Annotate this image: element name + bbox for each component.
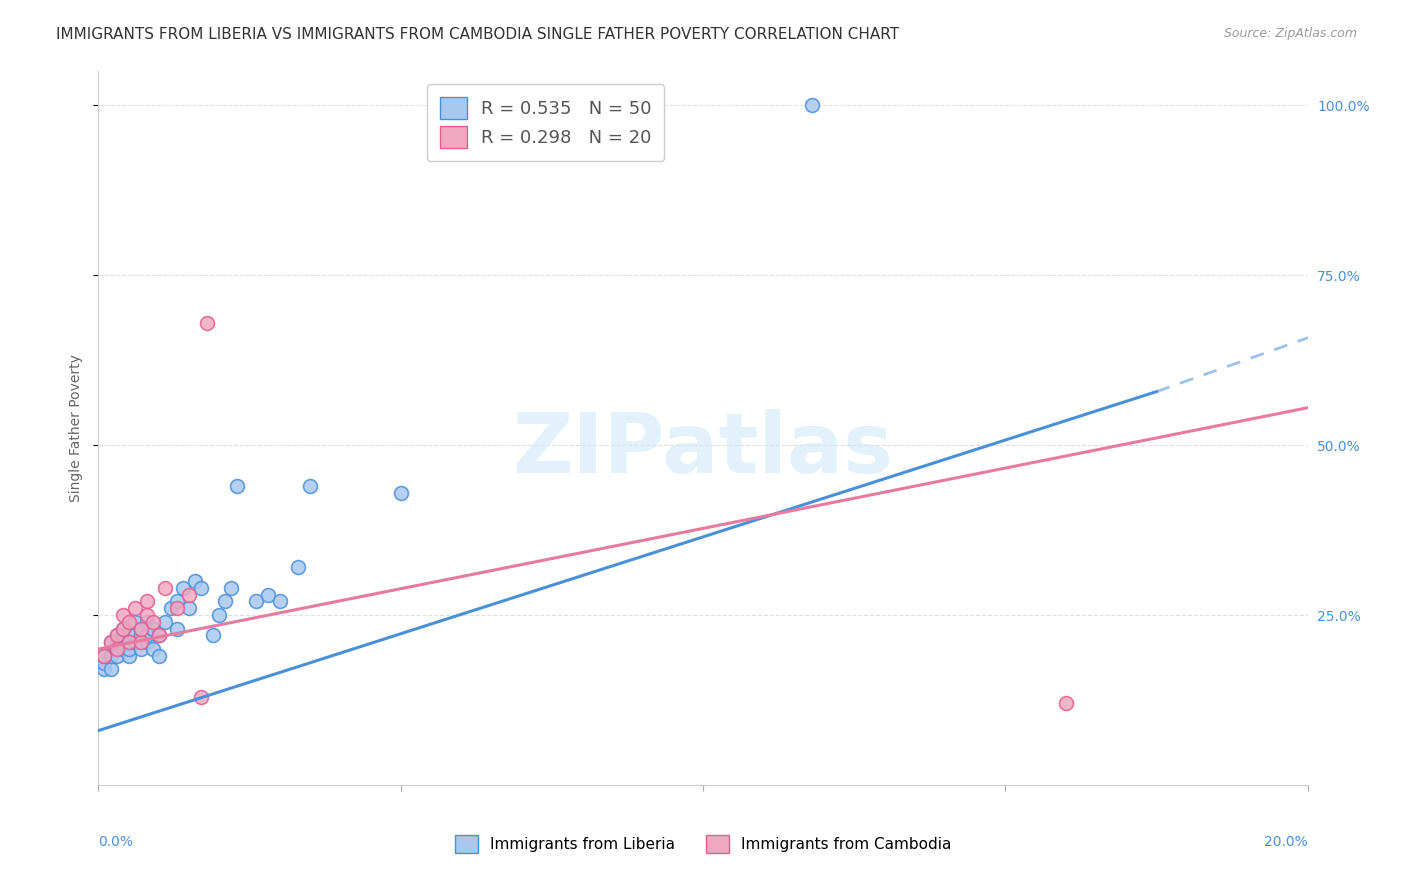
Point <box>100 662 122 676</box>
Point <box>135 615 157 629</box>
Point <box>124 628 146 642</box>
Point <box>269 594 291 608</box>
Point <box>389 485 412 500</box>
Text: IMMIGRANTS FROM LIBERIA VS IMMIGRANTS FROM CAMBODIA SINGLE FATHER POVERTY CORREL: IMMIGRANTS FROM LIBERIA VS IMMIGRANTS FR… <box>56 27 900 42</box>
Point <box>135 628 157 642</box>
Point <box>166 601 188 615</box>
Point <box>93 662 115 676</box>
Point <box>160 601 183 615</box>
Point <box>135 635 157 649</box>
Point <box>93 648 115 663</box>
Point <box>111 635 134 649</box>
Point <box>111 622 134 636</box>
Point <box>166 594 188 608</box>
Point <box>93 648 115 663</box>
Point <box>105 648 128 663</box>
Point <box>118 648 141 663</box>
Point <box>105 628 128 642</box>
Point <box>172 581 194 595</box>
Point <box>299 479 322 493</box>
Point <box>129 635 152 649</box>
Point <box>148 628 170 642</box>
Point <box>129 628 152 642</box>
Point <box>221 581 243 595</box>
Point <box>142 615 165 629</box>
Point <box>226 479 249 493</box>
Point <box>1054 697 1077 711</box>
Point <box>153 581 176 595</box>
Point <box>190 581 212 595</box>
Point <box>118 635 141 649</box>
Legend: Immigrants from Liberia, Immigrants from Cambodia: Immigrants from Liberia, Immigrants from… <box>449 829 957 859</box>
Point <box>153 615 176 629</box>
Point <box>111 608 134 623</box>
Point <box>135 608 157 623</box>
Point <box>190 690 212 704</box>
Point <box>202 628 225 642</box>
Point <box>179 588 201 602</box>
Y-axis label: Single Father Poverty: Single Father Poverty <box>69 354 83 502</box>
Point <box>124 615 146 629</box>
Point <box>129 622 152 636</box>
Point <box>245 594 267 608</box>
Point <box>148 648 170 663</box>
Point <box>135 594 157 608</box>
Point <box>195 316 218 330</box>
Point <box>148 628 170 642</box>
Point <box>100 635 122 649</box>
Point <box>142 622 165 636</box>
Point <box>118 628 141 642</box>
Point <box>111 622 134 636</box>
Point <box>129 642 152 657</box>
Point <box>105 642 128 657</box>
Point <box>124 635 146 649</box>
Point <box>100 648 122 663</box>
Point <box>184 574 207 588</box>
Point <box>93 656 115 670</box>
Point <box>800 98 823 112</box>
Point <box>166 622 188 636</box>
Text: 20.0%: 20.0% <box>1264 835 1308 849</box>
Point <box>105 635 128 649</box>
Point <box>124 601 146 615</box>
Point <box>105 628 128 642</box>
Point <box>111 628 134 642</box>
Point <box>179 601 201 615</box>
Text: ZIPatlas: ZIPatlas <box>513 409 893 490</box>
Point <box>100 635 122 649</box>
Point <box>287 560 309 574</box>
Point <box>214 594 236 608</box>
Point <box>118 615 141 629</box>
Point <box>142 642 165 657</box>
Point <box>118 642 141 657</box>
Point <box>208 608 231 623</box>
Point <box>256 588 278 602</box>
Point <box>105 642 128 657</box>
Point <box>129 622 152 636</box>
Text: 0.0%: 0.0% <box>98 835 134 849</box>
Point <box>111 642 134 657</box>
Text: Source: ZipAtlas.com: Source: ZipAtlas.com <box>1223 27 1357 40</box>
